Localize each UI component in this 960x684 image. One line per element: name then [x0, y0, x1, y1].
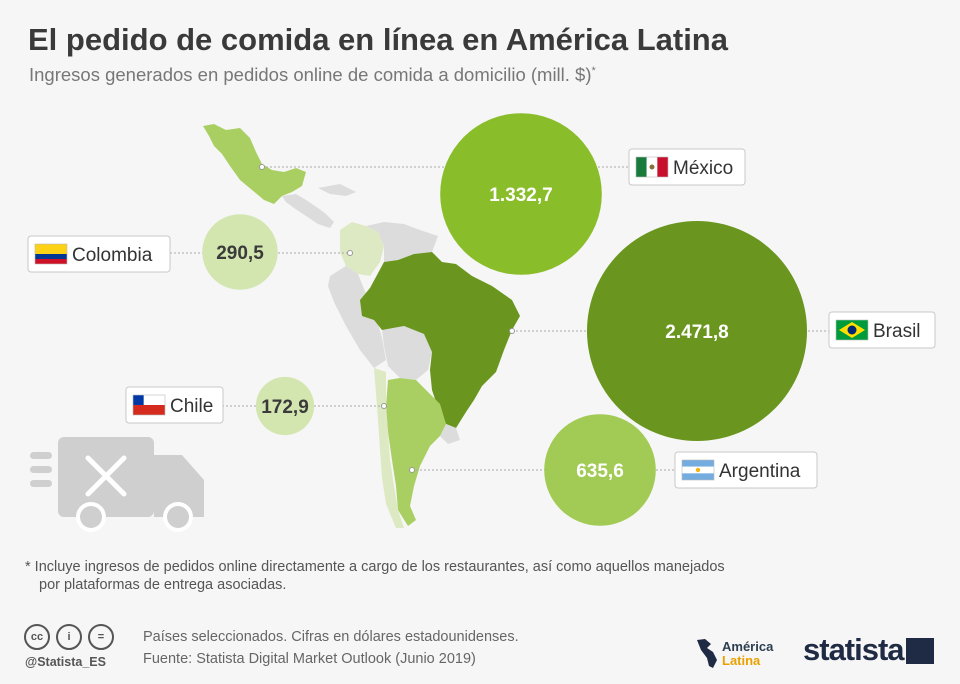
twitter-handle[interactable]: @Statista_ES — [25, 655, 106, 669]
country-label-colombia: Colombia — [27, 235, 171, 273]
bubble-argentina — [544, 414, 656, 526]
country-name-mexico: México — [673, 158, 733, 179]
mexico-shape — [203, 124, 306, 204]
country-label-argentina: Argentina — [674, 451, 818, 489]
chile-shape — [374, 368, 404, 528]
page-subtitle: Ingresos generados en pedidos online de … — [29, 64, 596, 86]
footnote-line-2: por plataformas de entrega asociadas. — [39, 577, 287, 593]
bolivia-shape — [382, 326, 432, 380]
brasil-shape — [360, 252, 520, 428]
bubble-brasil — [587, 221, 807, 441]
central-america-shape — [282, 194, 334, 228]
nd-icon[interactable]: = — [88, 624, 114, 650]
caribbean-shape — [318, 184, 356, 196]
venezuela-shape — [366, 222, 438, 262]
colombia-shape — [340, 222, 384, 276]
country-name-argentina: Argentina — [719, 461, 801, 482]
page-title: El pedido de comida en línea en América … — [28, 22, 728, 57]
america-latina-logo[interactable] — [693, 636, 788, 672]
footnote: * Incluye ingresos de pedidos online dir… — [25, 558, 845, 594]
country-name-brasil: Brasil — [873, 321, 921, 342]
source-block: Países seleccionados. Cifras en dólares … — [143, 626, 519, 670]
source-line-1: Países seleccionados. Cifras en dólares … — [143, 629, 519, 645]
value-label-brasil: 2.471,8 — [665, 322, 728, 343]
country-label-brasil: Brasil — [828, 311, 936, 349]
peru-shape — [328, 266, 386, 368]
value-label-colombia: 290,5 — [216, 243, 264, 264]
subtitle-mark: * — [591, 64, 596, 77]
bubble-mexico — [440, 113, 602, 275]
value-label-mexico: 1.332,7 — [489, 185, 552, 206]
statista-logo[interactable]: statista — [803, 632, 905, 667]
source-line-2: Fuente: Statista Digital Market Outlook … — [143, 651, 476, 667]
country-name-colombia: Colombia — [72, 245, 153, 266]
partner-logo-line-1: América — [722, 639, 774, 654]
country-label-mexico: México — [628, 148, 746, 186]
by-icon[interactable]: i — [56, 624, 82, 650]
license-icons: cc i = — [24, 624, 114, 650]
partner-logo-line-2: Latina — [722, 653, 761, 668]
uruguay-shape — [440, 424, 460, 444]
country-label-chile: Chile — [125, 386, 224, 424]
footnote-line-1: * Incluye ingresos de pedidos online dir… — [25, 559, 725, 575]
fork-knife-icon — [85, 455, 127, 497]
bubble-colombia — [202, 214, 278, 290]
value-label-argentina: 635,6 — [576, 461, 624, 482]
subtitle-text: Ingresos generados en pedidos online de … — [29, 64, 592, 85]
value-label-chile: 172,9 — [261, 397, 309, 418]
bubble-map-chart: 1.332,7 290,5 2.471,8 172,9 635,6 México Colo… — [27, 113, 936, 528]
cc-icon[interactable]: cc — [24, 624, 50, 650]
statista-logo-mark — [906, 638, 934, 664]
country-name-chile: Chile — [170, 396, 213, 417]
bubble-chile — [255, 376, 315, 436]
argentina-shape — [386, 378, 446, 526]
